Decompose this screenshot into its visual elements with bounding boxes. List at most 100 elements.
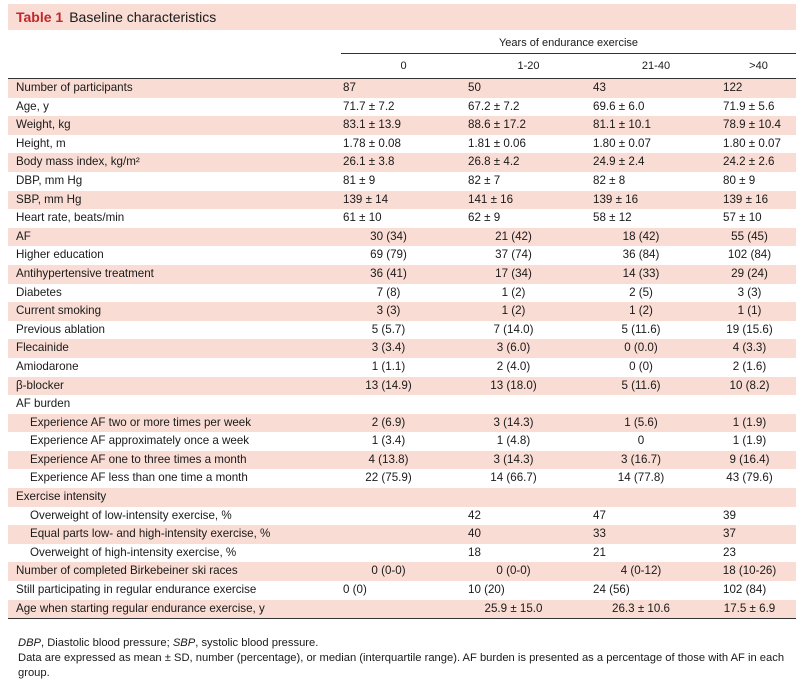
row-value: 88.6 ± 17.2 — [466, 116, 591, 135]
row-value: 14 (33) — [591, 264, 721, 284]
table-row: Current smoking 3 (3) 1 (2) 1 (2) 1 (1) — [8, 302, 796, 321]
row-label: Number of completed Birkebeiner ski race… — [8, 562, 341, 582]
row-label: AF burden — [16, 397, 71, 411]
row-value: 18 (42) — [591, 227, 721, 247]
row-value: 139 ± 16 — [591, 190, 721, 210]
row-label: Exercise intensity — [8, 488, 341, 507]
row-value: 18 — [468, 545, 481, 559]
row-value: 26.3 ± 10.6 — [591, 599, 721, 620]
table-row: Number of completed Birkebeiner ski race… — [8, 562, 796, 582]
abbreviation-note: DBP, Diastolic blood pressure; SBP, syst… — [18, 636, 794, 651]
row-value: 36 (41) — [341, 264, 466, 284]
row-label: Heart rate, beats/min — [16, 211, 125, 225]
group-header-spacer — [8, 33, 341, 54]
table-row: Overweight of low-intensity exercise, % 4… — [8, 507, 796, 526]
row-label: Diabetes — [16, 285, 62, 299]
row-label: Current smoking — [8, 302, 341, 321]
table-row: DBP, mm Hg 81 ± 9 82 ± 7 82 ± 8 80 ± 9 — [8, 172, 796, 191]
row-value: 40 — [466, 525, 591, 544]
row-value: 1.81 ± 0.06 — [468, 136, 526, 150]
row-value: 13 (14.9) — [341, 376, 466, 396]
row-value: 7 (8) — [376, 285, 401, 299]
row-value: 3 (6.0) — [466, 339, 591, 358]
row-value: 29 (24) — [721, 264, 796, 284]
table-footnotes: DBP, Diastolic blood pressure; SBP, syst… — [18, 636, 794, 691]
row-value — [591, 395, 721, 414]
row-value — [721, 395, 796, 414]
row-value: 4 (0-12) — [591, 562, 721, 582]
row-value: 80 ± 9 — [723, 173, 756, 187]
row-value — [341, 544, 466, 563]
row-value: 67.2 ± 7.2 — [468, 99, 520, 113]
row-value: 122 — [721, 78, 796, 98]
table-page: Table 1 Baseline characteristics Years o… — [8, 4, 796, 679]
row-value: 14 (66.7) — [490, 471, 537, 485]
row-value: 1 (2) — [501, 285, 526, 299]
row-value: 3 (3) — [737, 285, 762, 299]
column-header-empty — [8, 53, 341, 79]
table-number: Table 1 — [16, 9, 64, 25]
row-value: 26.1 ± 3.8 — [341, 153, 466, 172]
row-label: Age when starting regular endurance exer… — [8, 599, 341, 620]
row-value: 9 (16.4) — [721, 450, 796, 470]
row-value: 1 (3.4) — [371, 434, 406, 448]
row-value: 71.7 ± 7.2 — [343, 99, 395, 113]
row-value: 141 ± 16 — [466, 190, 591, 210]
row-value: 21 (42) — [466, 227, 591, 247]
row-value: 87 — [341, 78, 466, 98]
row-value: 4 (3.3) — [721, 339, 796, 358]
row-value: 25.9 ± 15.0 — [466, 599, 591, 620]
table-row: Body mass index, kg/m² 26.1 ± 3.8 26.8 ± 4… — [8, 153, 796, 172]
row-value: 39 — [723, 508, 736, 522]
row-label: Body mass index, kg/m² — [8, 153, 341, 172]
abbr-sbp-def: , systolic blood pressure. — [195, 637, 319, 649]
row-label: Weight, kg — [8, 116, 341, 135]
baseline-table: Years of endurance exercise 0 1-20 21-40… — [8, 33, 796, 620]
row-label: Flecainide — [8, 339, 341, 358]
row-value: 0 (0.0) — [591, 339, 721, 358]
row-label: Number of participants — [8, 78, 341, 98]
row-value — [721, 488, 796, 507]
group-header-label: Years of endurance exercise — [498, 37, 638, 49]
table-row: Higher education 69 (79) 37 (74) 36 (84) 102… — [8, 246, 796, 265]
row-value: 83.1 ± 13.9 — [341, 116, 466, 135]
row-value: 3 (14.3) — [466, 450, 591, 470]
group-header-row: Years of endurance exercise — [8, 33, 796, 54]
row-value: 78.9 ± 10.4 — [721, 116, 796, 135]
row-value: 1 (2) — [591, 302, 721, 321]
row-value: 55 (45) — [721, 227, 796, 247]
row-value: 1 (1.9) — [721, 413, 796, 433]
row-value: 102 (84) — [723, 583, 767, 597]
row-value — [341, 507, 466, 526]
row-value: 5 (11.6) — [591, 376, 721, 396]
row-value: 69 (79) — [370, 248, 407, 262]
table-row: Age, y 71.7 ± 7.2 67.2 ± 7.2 69.6 ± 6.0 71.9… — [8, 98, 796, 117]
row-label: Experience AF two or more times per week — [8, 413, 341, 433]
row-value: 10 (8.2) — [721, 376, 796, 396]
row-value: 1 (5.6) — [591, 413, 721, 433]
row-value: 3 (16.7) — [591, 450, 721, 470]
row-value: 2 (1.6) — [732, 359, 767, 373]
row-value: 2 (5) — [629, 285, 653, 299]
row-label: Height, m — [16, 136, 66, 150]
row-value: 1 (1.1) — [371, 359, 406, 373]
row-value — [341, 395, 466, 414]
table-row: AF burden — [8, 395, 796, 414]
row-value: 2 (4.0) — [496, 359, 531, 373]
row-value: 1.78 ± 0.08 — [343, 136, 401, 150]
row-value: 18 (10-26) — [721, 562, 796, 582]
row-value: 0 (0) — [343, 583, 367, 597]
row-value — [466, 488, 591, 507]
row-value: 1 (1.9) — [732, 434, 767, 448]
row-label: Higher education — [16, 248, 104, 262]
row-value: 43 (79.6) — [726, 471, 773, 485]
row-value: 139 ± 14 — [341, 190, 466, 210]
row-label: β-blocker — [8, 376, 341, 396]
row-value: 22 (75.9) — [365, 471, 412, 485]
table-row: Number of participants 87 50 43 122 — [8, 78, 796, 98]
table-title-bar: Table 1 Baseline characteristics — [8, 4, 796, 30]
column-header: 21-40 — [591, 53, 721, 79]
table-row: Heart rate, beats/min 61 ± 10 62 ± 9 58 ± 1… — [8, 209, 796, 228]
table-row: Age when starting regular endurance exer… — [8, 599, 796, 620]
column-header-row: 0 1-20 21-40 >40 — [8, 53, 796, 79]
